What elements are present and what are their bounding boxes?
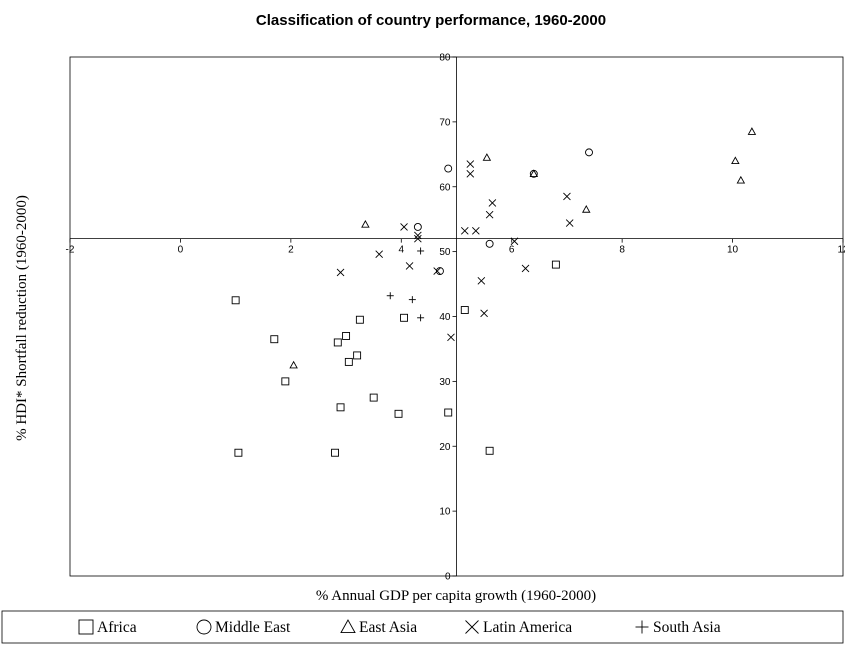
point-africa (336, 403, 345, 412)
x-axis-title: % Annual GDP per capita growth (1960-200… (316, 588, 596, 604)
point-africa (281, 377, 290, 386)
point-south-asia (417, 247, 425, 255)
legend-label-latin-america: Latin America (483, 619, 572, 636)
point-africa (344, 357, 353, 366)
y-tick-label: 0 (445, 572, 451, 583)
point-africa (444, 408, 453, 417)
point-latin-america (447, 333, 455, 342)
point-east-asia (736, 175, 746, 184)
point-latin-america (336, 268, 345, 277)
point-latin-america (488, 199, 497, 207)
x-tick-label: 2 (288, 245, 294, 256)
legend-marker-middle-east (196, 619, 212, 635)
legend-marker-east-asia (340, 619, 356, 634)
point-latin-america (414, 234, 422, 243)
y-tick-label: 20 (439, 442, 451, 453)
point-africa (355, 315, 364, 324)
chart-title: Classification of country performance, 1… (256, 12, 606, 29)
point-middle-east (444, 164, 453, 173)
point-africa (394, 409, 403, 418)
point-latin-america (472, 227, 480, 235)
point-latin-america (414, 231, 422, 240)
legend-label-east-asia: East Asia (359, 619, 417, 636)
x-tick-label: 10 (727, 245, 739, 256)
point-east-asia (747, 127, 757, 135)
x-tick-label: 6 (509, 245, 515, 256)
point-latin-america (521, 264, 530, 273)
point-middle-east (413, 223, 422, 231)
point-africa (400, 313, 408, 322)
point-latin-america (510, 237, 519, 246)
x-tick-label: 0 (178, 245, 184, 256)
point-latin-america (477, 277, 486, 285)
point-latin-america (466, 160, 475, 168)
point-latin-america (466, 169, 475, 178)
y-tick-label: 10 (439, 507, 451, 518)
point-latin-america (563, 192, 571, 201)
point-africa (234, 448, 243, 457)
point-east-asia (482, 153, 492, 161)
legend-label-south-asia: South Asia (653, 619, 721, 636)
point-latin-america (480, 309, 488, 318)
point-middle-east (435, 267, 444, 276)
data-points (231, 127, 757, 457)
x-tick-label: 12 (837, 245, 845, 256)
point-latin-america (433, 267, 441, 275)
point-east-asia (529, 169, 539, 178)
x-tick-label: 4 (399, 245, 405, 256)
point-south-asia (386, 292, 394, 300)
point-latin-america (400, 223, 408, 231)
point-south-asia (408, 296, 416, 304)
y-tick-label: 70 (439, 117, 451, 128)
legend-label-middle-east: Middle East (215, 619, 291, 636)
y-tick-label: 30 (439, 377, 451, 388)
x-tick-label: -2 (66, 245, 75, 256)
point-east-asia (581, 205, 591, 213)
legend-label-africa: Africa (97, 619, 137, 636)
point-africa (485, 446, 494, 455)
point-latin-america (565, 219, 574, 227)
point-latin-america (405, 262, 414, 270)
point-africa (551, 260, 560, 269)
legend-marker-latin-america (465, 620, 479, 634)
y-tick-label: 50 (439, 247, 451, 258)
point-middle-east (585, 148, 593, 157)
point-africa (231, 296, 240, 305)
point-africa (331, 448, 339, 457)
y-axis-title: % HDI* Shortfall reduction (1960-2000) (14, 195, 30, 441)
legend: Africa Middle East East Asia Latin America S… (78, 619, 721, 636)
tick-labels: -2 0 2 4 6 8 10 12 0 10 20 30 40 50 60 70 80 (66, 53, 845, 583)
point-east-asia (731, 156, 740, 165)
point-east-asia (289, 360, 298, 369)
point-latin-america (375, 250, 384, 259)
point-africa (460, 306, 469, 314)
point-africa (333, 338, 342, 347)
point-south-asia (417, 314, 425, 322)
x-tick-label: 8 (619, 245, 625, 256)
point-middle-east (485, 239, 494, 248)
point-africa (270, 335, 279, 344)
point-africa (342, 332, 351, 340)
legend-marker-africa (78, 619, 94, 635)
y-tick-label: 40 (439, 312, 451, 323)
point-east-asia (361, 219, 370, 228)
y-tick-label: 60 (439, 182, 451, 193)
legend-box (1, 610, 844, 644)
point-africa (369, 393, 378, 402)
point-africa (353, 351, 362, 360)
legend-marker-south-asia (635, 620, 649, 634)
point-latin-america (460, 227, 469, 235)
y-tick-label: 80 (439, 53, 451, 64)
point-latin-america (485, 210, 494, 219)
